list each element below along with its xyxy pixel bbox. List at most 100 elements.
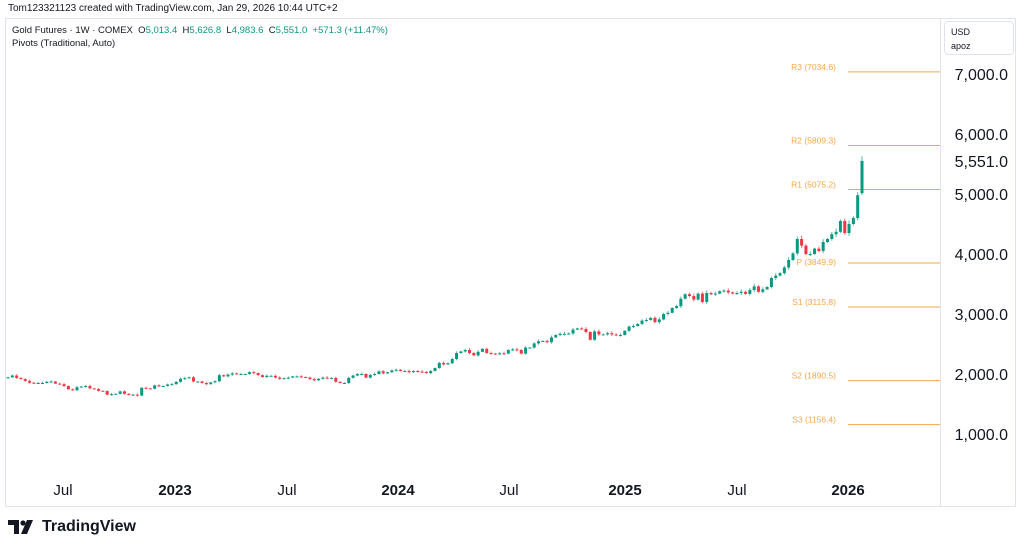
candle	[735, 291, 739, 295]
candle-body	[209, 382, 213, 385]
candle	[472, 352, 476, 357]
low-label: L	[226, 25, 232, 36]
candle	[338, 381, 342, 384]
candle	[666, 310, 670, 316]
candle-body	[295, 376, 299, 378]
candle-body	[731, 292, 735, 294]
candle	[532, 342, 536, 349]
candle	[468, 348, 472, 355]
candle	[118, 390, 122, 395]
candle	[670, 307, 674, 314]
candle	[304, 376, 308, 379]
candle-body	[838, 221, 842, 232]
candle-body	[256, 373, 260, 376]
candle	[856, 192, 860, 221]
candle-body	[10, 375, 14, 378]
price-chart[interactable]: 1,000.0 2,000.0 3,000.0 4,000.0 5,000.0 6,000…	[0, 0, 1024, 510]
candle	[653, 316, 657, 324]
candle	[843, 218, 847, 236]
candle	[269, 375, 273, 377]
currency-box[interactable]: USD apoz	[944, 21, 1014, 55]
candle-body	[744, 291, 748, 294]
candle-body	[463, 350, 467, 352]
candle-body	[407, 371, 411, 373]
candle-body	[32, 382, 36, 384]
candle-body	[217, 375, 221, 382]
candle	[403, 369, 407, 372]
y-tick-label: 5,000.0	[955, 187, 1008, 204]
price-axis-separator	[940, 18, 941, 507]
candle-body	[403, 371, 407, 372]
candle-body	[127, 393, 131, 395]
candle-body	[644, 320, 648, 321]
candle-body	[679, 298, 683, 307]
candle	[230, 371, 234, 376]
candle	[623, 330, 627, 336]
candle	[110, 392, 114, 396]
candle-body	[286, 377, 290, 379]
candle	[731, 291, 735, 295]
candle-body	[114, 393, 118, 395]
candle-body	[446, 363, 450, 365]
candle	[662, 312, 666, 321]
candle	[528, 347, 532, 349]
candle-body	[860, 160, 864, 194]
candle	[679, 296, 683, 308]
low-value: 4,983.6	[231, 25, 264, 36]
candle	[480, 348, 484, 353]
candle	[515, 347, 519, 352]
candle-body	[36, 383, 40, 384]
candle-body	[342, 383, 346, 384]
candle-body	[696, 293, 700, 300]
indicator-title[interactable]: Pivots (Traditional, Auto)	[12, 38, 116, 49]
candle-body	[71, 389, 75, 391]
candle-body	[476, 351, 480, 356]
candle	[278, 376, 282, 381]
candle	[627, 325, 631, 332]
candle-body	[84, 386, 88, 387]
candle	[411, 370, 415, 373]
candle	[752, 283, 756, 293]
candle-body	[631, 326, 635, 327]
candle-body	[519, 350, 523, 354]
candle	[519, 349, 523, 355]
pivot-label-r1: R1 (5075.2)	[791, 179, 836, 189]
candle	[791, 252, 795, 262]
candle	[800, 235, 804, 249]
tradingview-logo-icon	[8, 520, 33, 534]
candle	[226, 373, 230, 378]
tradingview-logo-text: TradingView	[42, 518, 136, 535]
candle	[614, 333, 618, 337]
candle-body	[657, 319, 661, 323]
candle	[761, 287, 765, 294]
symbol-title[interactable]: Gold Futures · 1W · COMEX	[12, 25, 133, 36]
candle-body	[623, 330, 627, 335]
candle	[700, 291, 704, 304]
candle-body	[558, 333, 562, 335]
candle	[373, 372, 377, 377]
candle-body	[235, 373, 239, 375]
last-price-label: 5,551.0	[955, 154, 1008, 171]
candle	[6, 376, 10, 379]
candle	[23, 378, 27, 382]
candle	[62, 382, 66, 387]
candle-body	[506, 350, 510, 354]
chart-frame	[5, 18, 1016, 507]
candle-body	[364, 374, 368, 378]
pivot-label-r2: R2 (5809.3)	[791, 135, 836, 145]
candle	[364, 373, 368, 379]
candle	[97, 387, 101, 392]
candle-body	[273, 375, 277, 378]
candle-body	[511, 349, 515, 351]
candle	[368, 373, 372, 379]
x-tick-label: Jul	[277, 482, 296, 499]
candle	[567, 332, 571, 335]
candle-body	[148, 388, 152, 390]
candle-body	[455, 353, 459, 359]
tradingview-logo[interactable]: TradingView	[8, 518, 136, 536]
candle-body	[420, 371, 424, 373]
candle-body	[756, 286, 760, 292]
candle	[593, 330, 597, 341]
candle-body	[381, 371, 385, 374]
candle	[774, 273, 778, 280]
